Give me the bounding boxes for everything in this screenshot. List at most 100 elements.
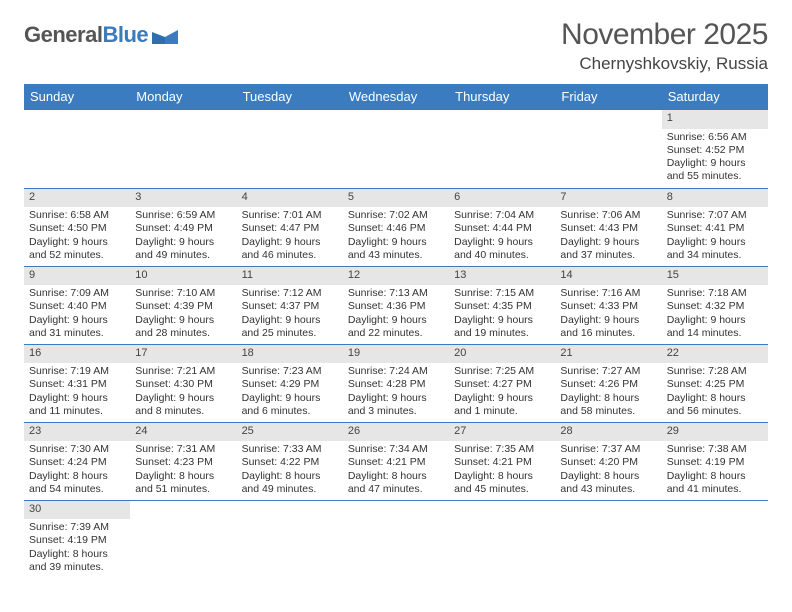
day-detail-line: Sunrise: 7:39 AM: [29, 521, 125, 534]
calendar-week-row: 23Sunrise: 7:30 AMSunset: 4:24 PMDayligh…: [24, 422, 768, 500]
day-detail-line: Sunrise: 7:27 AM: [560, 365, 656, 378]
calendar-table: SundayMondayTuesdayWednesdayThursdayFrid…: [24, 84, 768, 578]
day-number: 23: [24, 423, 130, 442]
day-number: 10: [130, 267, 236, 286]
day-detail-line: Daylight: 8 hours and 47 minutes.: [348, 470, 444, 496]
day-detail-line: Sunset: 4:47 PM: [242, 222, 338, 235]
logo-flag-icon: [152, 26, 178, 44]
calendar-cell: ..: [237, 110, 343, 188]
day-number: 7: [555, 189, 661, 208]
day-detail-line: Sunset: 4:49 PM: [135, 222, 231, 235]
day-detail-line: Sunrise: 7:15 AM: [454, 287, 550, 300]
calendar-cell: 19Sunrise: 7:24 AMSunset: 4:28 PMDayligh…: [343, 344, 449, 422]
day-detail-line: Daylight: 9 hours and 3 minutes.: [348, 392, 444, 418]
day-detail-line: Sunrise: 7:18 AM: [667, 287, 763, 300]
day-details: Sunrise: 7:01 AMSunset: 4:47 PMDaylight:…: [237, 207, 343, 265]
day-detail-line: Sunrise: 7:23 AM: [242, 365, 338, 378]
month-title: November 2025: [561, 18, 768, 52]
day-detail-line: Sunset: 4:25 PM: [667, 378, 763, 391]
day-details: Sunrise: 7:15 AMSunset: 4:35 PMDaylight:…: [449, 285, 555, 343]
calendar-cell: 16Sunrise: 7:19 AMSunset: 4:31 PMDayligh…: [24, 344, 130, 422]
day-detail-line: Sunset: 4:50 PM: [29, 222, 125, 235]
calendar-cell: ..: [130, 500, 236, 578]
calendar-cell: 4Sunrise: 7:01 AMSunset: 4:47 PMDaylight…: [237, 188, 343, 266]
calendar-cell: 2Sunrise: 6:58 AMSunset: 4:50 PMDaylight…: [24, 188, 130, 266]
day-details: Sunrise: 7:38 AMSunset: 4:19 PMDaylight:…: [662, 441, 768, 499]
day-header: Wednesday: [343, 84, 449, 110]
day-number: 11: [237, 267, 343, 286]
day-detail-line: Daylight: 8 hours and 54 minutes.: [29, 470, 125, 496]
calendar-cell: ..: [555, 500, 661, 578]
day-number: 30: [24, 501, 130, 520]
day-detail-line: Sunset: 4:26 PM: [560, 378, 656, 391]
logo-text-left: General: [24, 22, 102, 47]
calendar-cell: 12Sunrise: 7:13 AMSunset: 4:36 PMDayligh…: [343, 266, 449, 344]
day-header: Saturday: [662, 84, 768, 110]
day-details: Sunrise: 7:18 AMSunset: 4:32 PMDaylight:…: [662, 285, 768, 343]
day-number: 20: [449, 345, 555, 364]
calendar-cell: 9Sunrise: 7:09 AMSunset: 4:40 PMDaylight…: [24, 266, 130, 344]
day-details: Sunrise: 7:31 AMSunset: 4:23 PMDaylight:…: [130, 441, 236, 499]
day-detail-line: Sunset: 4:30 PM: [135, 378, 231, 391]
day-details: Sunrise: 7:12 AMSunset: 4:37 PMDaylight:…: [237, 285, 343, 343]
logo-text: GeneralBlue: [24, 22, 148, 48]
calendar-cell: ..: [343, 500, 449, 578]
day-detail-line: Sunset: 4:44 PM: [454, 222, 550, 235]
calendar-cell: 14Sunrise: 7:16 AMSunset: 4:33 PMDayligh…: [555, 266, 661, 344]
day-detail-line: Sunset: 4:52 PM: [667, 144, 763, 157]
calendar-cell: 6Sunrise: 7:04 AMSunset: 4:44 PMDaylight…: [449, 188, 555, 266]
day-detail-line: Daylight: 9 hours and 1 minute.: [454, 392, 550, 418]
day-detail-line: Sunrise: 7:01 AM: [242, 209, 338, 222]
day-detail-line: Sunset: 4:33 PM: [560, 300, 656, 313]
day-number: 13: [449, 267, 555, 286]
day-detail-line: Daylight: 9 hours and 8 minutes.: [135, 392, 231, 418]
day-detail-line: Sunset: 4:19 PM: [29, 534, 125, 547]
day-detail-line: Sunset: 4:41 PM: [667, 222, 763, 235]
day-detail-line: Sunset: 4:36 PM: [348, 300, 444, 313]
calendar-cell: 22Sunrise: 7:28 AMSunset: 4:25 PMDayligh…: [662, 344, 768, 422]
day-header: Tuesday: [237, 84, 343, 110]
calendar-cell: 17Sunrise: 7:21 AMSunset: 4:30 PMDayligh…: [130, 344, 236, 422]
day-detail-line: Sunset: 4:40 PM: [29, 300, 125, 313]
day-header: Friday: [555, 84, 661, 110]
day-detail-line: Sunrise: 7:16 AM: [560, 287, 656, 300]
day-detail-line: Sunrise: 6:59 AM: [135, 209, 231, 222]
day-details: Sunrise: 7:19 AMSunset: 4:31 PMDaylight:…: [24, 363, 130, 421]
day-detail-line: Sunrise: 6:56 AM: [667, 131, 763, 144]
calendar-cell: ..: [237, 500, 343, 578]
day-number: 8: [662, 189, 768, 208]
day-detail-line: Sunset: 4:20 PM: [560, 456, 656, 469]
day-detail-line: Sunset: 4:27 PM: [454, 378, 550, 391]
day-number: 2: [24, 189, 130, 208]
day-details: Sunrise: 7:07 AMSunset: 4:41 PMDaylight:…: [662, 207, 768, 265]
day-detail-line: Sunrise: 7:06 AM: [560, 209, 656, 222]
day-details: Sunrise: 7:10 AMSunset: 4:39 PMDaylight:…: [130, 285, 236, 343]
calendar-cell: ..: [662, 500, 768, 578]
day-details: Sunrise: 7:28 AMSunset: 4:25 PMDaylight:…: [662, 363, 768, 421]
calendar-cell: 21Sunrise: 7:27 AMSunset: 4:26 PMDayligh…: [555, 344, 661, 422]
day-detail-line: Sunrise: 7:38 AM: [667, 443, 763, 456]
day-detail-line: Sunrise: 7:04 AM: [454, 209, 550, 222]
day-details: Sunrise: 7:06 AMSunset: 4:43 PMDaylight:…: [555, 207, 661, 265]
calendar-cell: 24Sunrise: 7:31 AMSunset: 4:23 PMDayligh…: [130, 422, 236, 500]
day-detail-line: Daylight: 9 hours and 46 minutes.: [242, 236, 338, 262]
logo: GeneralBlue: [24, 22, 178, 48]
day-detail-line: Sunrise: 7:31 AM: [135, 443, 231, 456]
calendar-page: GeneralBlue November 2025 Chernyshkovski…: [0, 0, 792, 612]
day-number: 12: [343, 267, 449, 286]
day-number: 9: [24, 267, 130, 286]
day-number: 6: [449, 189, 555, 208]
day-header: Sunday: [24, 84, 130, 110]
day-detail-line: Sunrise: 7:09 AM: [29, 287, 125, 300]
day-details: Sunrise: 7:34 AMSunset: 4:21 PMDaylight:…: [343, 441, 449, 499]
day-detail-line: Sunset: 4:29 PM: [242, 378, 338, 391]
calendar-week-row: 9Sunrise: 7:09 AMSunset: 4:40 PMDaylight…: [24, 266, 768, 344]
day-detail-line: Sunset: 4:31 PM: [29, 378, 125, 391]
day-number: 22: [662, 345, 768, 364]
calendar-cell: 27Sunrise: 7:35 AMSunset: 4:21 PMDayligh…: [449, 422, 555, 500]
day-detail-line: Daylight: 9 hours and 34 minutes.: [667, 236, 763, 262]
calendar-cell: 7Sunrise: 7:06 AMSunset: 4:43 PMDaylight…: [555, 188, 661, 266]
calendar-head: SundayMondayTuesdayWednesdayThursdayFrid…: [24, 84, 768, 110]
day-number: 19: [343, 345, 449, 364]
day-details: Sunrise: 7:30 AMSunset: 4:24 PMDaylight:…: [24, 441, 130, 499]
